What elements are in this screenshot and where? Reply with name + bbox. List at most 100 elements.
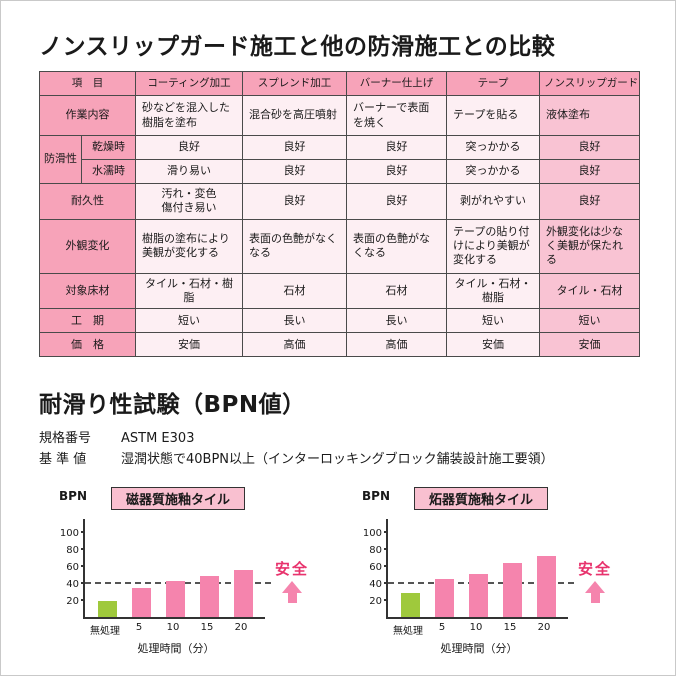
y-tick-label: 20: [369, 595, 382, 607]
table-cell: 突っかかる: [446, 135, 540, 160]
spec-row-standard-number: 規格番号 ASTM E303: [39, 429, 639, 450]
x-axis-labels: 無処理 5 10 15 20: [88, 619, 336, 637]
col-header-burner: バーナー仕上げ: [346, 71, 447, 96]
col-header-item: 項 目: [39, 71, 136, 96]
safety-label: 安全: [274, 559, 309, 578]
col-header-splend: スプレンド加工: [242, 71, 347, 96]
table-cell: 滑り易い: [135, 159, 243, 184]
y-tick-mark: [384, 530, 388, 533]
bar: [400, 592, 420, 617]
chart-body: 20 40 60 80 100 安全: [362, 518, 639, 619]
x-tick-label: 20: [537, 621, 551, 633]
bar-slot: [192, 575, 226, 617]
row-label-price: 価 格: [39, 332, 136, 358]
bar: [502, 563, 522, 617]
chart-bars: [90, 570, 260, 617]
table-cell: 高価: [346, 332, 447, 358]
table-cell-highlight: 液体塗布: [539, 95, 640, 136]
safety-annotation: 安全: [265, 519, 319, 619]
table-cell: 剥がれやすい: [446, 183, 540, 220]
table-cell: 表面の色艶がなくなる: [242, 218, 347, 274]
bar: [233, 570, 253, 617]
test-title: 耐滑り性試験（BPN値）: [39, 392, 306, 419]
chart-header: BPN 磁器質施釉タイル: [59, 486, 336, 513]
table-cell-highlight: 良好: [539, 159, 640, 184]
table-row: 工 期 短い 長い 長い 短い 短い: [39, 308, 640, 334]
table-cell: 良好: [346, 135, 447, 160]
chart-y-axis-label: BPN: [362, 488, 390, 503]
spec-value: ASTM E303: [121, 431, 195, 447]
table-row: 作業内容 砂などを混入した樹脂を塗布 混合砂を高圧噴射 バーナーで表面を焼く テ…: [39, 95, 640, 136]
chart-plot: [384, 518, 574, 619]
chart-y-axis-label: BPN: [59, 488, 87, 503]
table-cell: 高価: [242, 332, 347, 358]
chart-title: 磁器質施釉タイル: [111, 486, 246, 510]
table-cell-highlight: 外観変化は少なく美観が保たれる: [539, 218, 640, 274]
table-cell: テープの貼り付けにより美観が変化する: [446, 218, 540, 274]
bar-slot: [427, 578, 461, 617]
row-label-appearance: 外観変化: [39, 218, 136, 274]
bar: [468, 574, 488, 617]
bar-slot: [461, 574, 495, 617]
y-axis-labels: 20 40 60 80 100: [59, 519, 83, 619]
table-cell: 短い: [446, 308, 540, 334]
bar: [165, 581, 185, 617]
x-tick-label: 10: [469, 621, 483, 633]
x-tick-label: 5: [438, 621, 446, 633]
y-tick-label: 40: [66, 578, 79, 590]
chart-title: 炻器質施釉タイル: [414, 486, 549, 510]
table-cell: 長い: [346, 308, 447, 334]
table-cell: 良好: [346, 159, 447, 184]
up-arrow-icon: [585, 580, 605, 603]
spec-label: 規格番号: [39, 431, 92, 447]
table-cell: 安価: [446, 332, 540, 358]
y-tick-label: 40: [369, 578, 382, 590]
table-header-row: 項 目 コーティング加工 スプレンド加工 バーナー仕上げ テープ ノンスリップガ…: [39, 71, 640, 96]
bar: [97, 601, 117, 617]
y-tick-label: 100: [362, 527, 382, 539]
safety-annotation: 安全: [568, 519, 622, 619]
bar-slot: [124, 587, 158, 617]
y-tick-label: 80: [66, 544, 79, 556]
y-tick-mark: [81, 598, 85, 601]
bar: [536, 555, 556, 617]
table-cell: 良好: [242, 159, 347, 184]
table-cell: 長い: [242, 308, 347, 334]
table-row: 耐久性 汚れ・変色 傷付き易い 良好 良好 剥がれやすい 良好: [39, 183, 640, 220]
y-tick-label: 60: [66, 561, 79, 573]
bar-slot: [90, 601, 124, 617]
row-label-period: 工 期: [39, 308, 136, 334]
x-tick-label: 5: [135, 621, 143, 633]
bar-slot: [529, 555, 563, 617]
table-cell: バーナーで表面を焼く: [346, 95, 447, 136]
x-tick-label: 無処理: [393, 625, 423, 637]
comparison-title: ノンスリップガード施工と他の防滑施工との比較: [39, 34, 556, 60]
chart-bars: [393, 555, 563, 617]
spec-label: 基 準 値: [39, 451, 87, 467]
table-cell-highlight: 良好: [539, 183, 640, 220]
bar-slot: [393, 592, 427, 617]
chart-header: BPN 炻器質施釉タイル: [362, 486, 639, 513]
charts-row: BPN 磁器質施釉タイル 20 40 60 80 100 安全 無処理 5 10 15 20 処…: [59, 486, 639, 656]
y-tick-mark: [81, 547, 85, 550]
y-tick-mark: [384, 581, 388, 584]
x-tick-label: 15: [503, 621, 517, 633]
bar-slot: [158, 581, 192, 617]
bar: [199, 575, 219, 617]
chart-porcelain-tile: BPN 磁器質施釉タイル 20 40 60 80 100 安全 無処理 5 10 15 20 処…: [59, 486, 336, 656]
row-sublabel-dry: 乾燥時: [81, 135, 136, 160]
table-cell: タイル・石材・樹脂: [135, 272, 243, 310]
y-tick-mark: [81, 530, 85, 533]
y-tick-mark: [81, 564, 85, 567]
col-header-coating: コーティング加工: [135, 71, 243, 96]
table-cell: 石材: [242, 272, 347, 310]
table-cell: 表面の色艶がなくなる: [346, 218, 447, 274]
table-cell-highlight: 短い: [539, 308, 640, 334]
x-tick-label: 無処理: [90, 625, 120, 637]
comparison-table: 項 目 コーティング加工 スプレンド加工 バーナー仕上げ テープ ノンスリップガ…: [39, 71, 640, 358]
table-cell: 安価: [135, 332, 243, 358]
x-tick-label: 20: [234, 621, 248, 633]
y-tick-label: 20: [66, 595, 79, 607]
chart-plot: [81, 518, 271, 619]
